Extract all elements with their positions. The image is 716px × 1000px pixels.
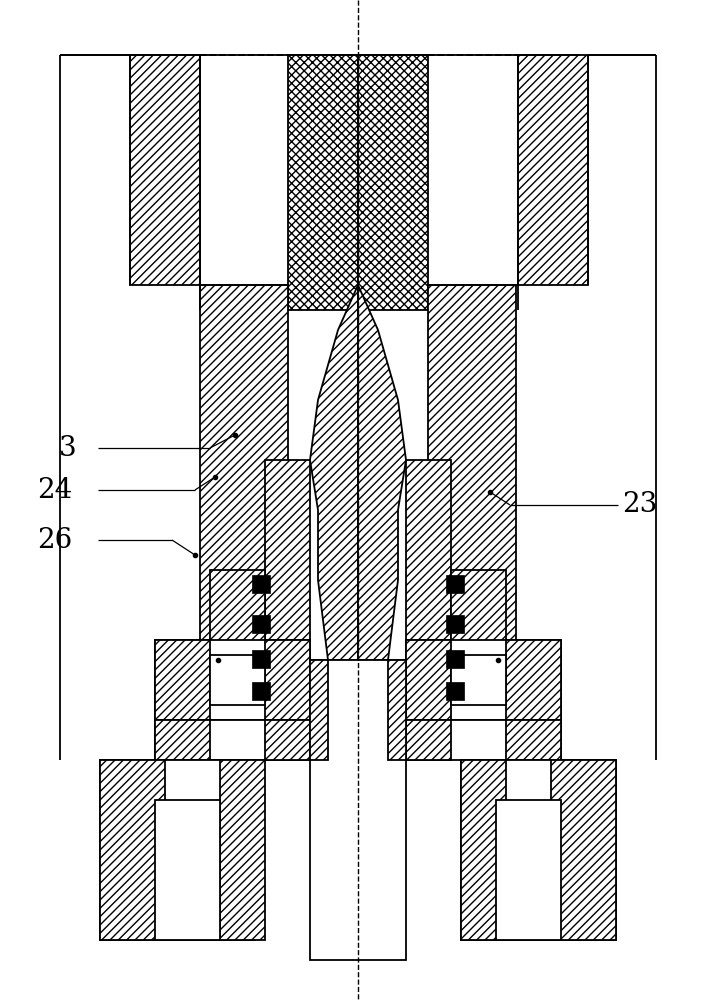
Polygon shape <box>265 640 310 720</box>
Polygon shape <box>496 800 561 940</box>
Polygon shape <box>406 460 451 660</box>
Polygon shape <box>310 660 328 760</box>
Polygon shape <box>100 760 165 940</box>
Polygon shape <box>252 615 270 633</box>
Polygon shape <box>155 800 220 940</box>
Polygon shape <box>446 615 464 633</box>
Polygon shape <box>252 575 270 593</box>
Text: 3: 3 <box>59 434 77 462</box>
Polygon shape <box>210 655 265 705</box>
Polygon shape <box>446 650 464 668</box>
Polygon shape <box>406 640 561 720</box>
Polygon shape <box>461 760 616 940</box>
Polygon shape <box>265 460 310 660</box>
Polygon shape <box>252 650 270 668</box>
Polygon shape <box>252 682 270 700</box>
Polygon shape <box>100 760 255 940</box>
Polygon shape <box>155 720 210 760</box>
Polygon shape <box>200 285 288 660</box>
Polygon shape <box>310 285 358 660</box>
Polygon shape <box>155 640 210 720</box>
Polygon shape <box>461 760 616 940</box>
Polygon shape <box>461 760 506 940</box>
Polygon shape <box>451 570 506 670</box>
Polygon shape <box>100 760 255 940</box>
Polygon shape <box>446 575 464 593</box>
Polygon shape <box>388 660 406 760</box>
Text: 26: 26 <box>37 526 72 554</box>
Polygon shape <box>210 570 265 670</box>
Polygon shape <box>358 285 406 660</box>
Polygon shape <box>130 55 200 285</box>
Polygon shape <box>155 720 310 760</box>
Polygon shape <box>406 720 451 760</box>
Polygon shape <box>428 285 516 660</box>
Polygon shape <box>518 55 588 285</box>
Polygon shape <box>451 655 506 705</box>
Polygon shape <box>406 640 451 720</box>
Text: 23: 23 <box>622 491 657 518</box>
Polygon shape <box>220 760 265 940</box>
Polygon shape <box>288 55 358 310</box>
Polygon shape <box>265 720 310 760</box>
Polygon shape <box>310 660 406 960</box>
Polygon shape <box>446 682 464 700</box>
Polygon shape <box>506 640 561 720</box>
Polygon shape <box>155 640 310 720</box>
Polygon shape <box>551 760 616 940</box>
Polygon shape <box>506 720 561 760</box>
Text: 24: 24 <box>37 477 72 504</box>
Polygon shape <box>358 55 428 310</box>
Polygon shape <box>406 720 561 760</box>
